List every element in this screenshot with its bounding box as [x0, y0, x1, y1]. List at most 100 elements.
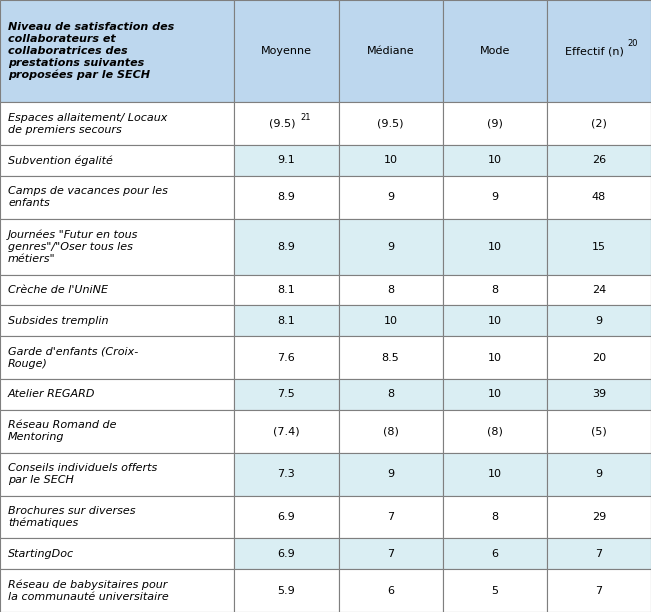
Bar [234, 102, 339, 145]
Text: 6: 6 [492, 549, 498, 559]
Bar [547, 409, 651, 453]
Bar [339, 102, 443, 145]
Text: 20: 20 [592, 353, 606, 362]
Text: 7.6: 7.6 [277, 353, 296, 362]
Bar [234, 539, 339, 569]
Text: 8.1: 8.1 [277, 285, 296, 295]
Text: 9: 9 [387, 242, 394, 252]
Bar [443, 176, 547, 218]
Bar [547, 145, 651, 176]
Text: 15: 15 [592, 242, 606, 252]
Bar [234, 569, 339, 612]
Bar [234, 145, 339, 176]
Bar [0, 496, 234, 539]
Bar [0, 409, 234, 453]
Text: 9: 9 [387, 192, 394, 202]
Bar [0, 275, 234, 305]
Bar [443, 218, 547, 275]
Bar [443, 453, 547, 496]
Bar [234, 0, 339, 102]
Bar [234, 336, 339, 379]
Text: 5: 5 [492, 586, 498, 595]
Bar [339, 539, 443, 569]
Bar [339, 379, 443, 409]
Text: 6: 6 [387, 586, 394, 595]
Text: Espaces allaitement/ Locaux
de premiers secours: Espaces allaitement/ Locaux de premiers … [8, 113, 167, 135]
Text: Réseau de babysitaires pour
la communauté universitaire: Réseau de babysitaires pour la communaut… [8, 580, 169, 602]
Text: Subsides tremplin: Subsides tremplin [8, 316, 109, 326]
Bar [234, 496, 339, 539]
Text: 39: 39 [592, 389, 606, 400]
Text: (8): (8) [383, 426, 398, 436]
Bar [0, 379, 234, 409]
Text: 7.3: 7.3 [277, 469, 296, 479]
Text: 8.5: 8.5 [381, 353, 400, 362]
Bar [0, 218, 234, 275]
Text: 8: 8 [492, 512, 498, 522]
Text: Moyenne: Moyenne [261, 46, 312, 56]
Bar [547, 0, 651, 102]
Bar [547, 218, 651, 275]
Text: 9: 9 [596, 469, 602, 479]
Bar [339, 145, 443, 176]
Text: (7.4): (7.4) [273, 426, 299, 436]
Text: 48: 48 [592, 192, 606, 202]
Text: 7: 7 [596, 586, 602, 595]
Bar [339, 0, 443, 102]
Text: (9.5): (9.5) [378, 119, 404, 129]
Bar [547, 453, 651, 496]
Bar [0, 453, 234, 496]
Text: 9.1: 9.1 [277, 155, 296, 165]
Bar [234, 453, 339, 496]
Bar [234, 305, 339, 336]
Bar [0, 0, 234, 102]
Bar [547, 569, 651, 612]
Bar [547, 176, 651, 218]
Text: 8.9: 8.9 [277, 192, 296, 202]
Text: (9): (9) [487, 119, 503, 129]
Bar [547, 305, 651, 336]
Text: 10: 10 [383, 155, 398, 165]
Bar [0, 305, 234, 336]
Text: 7: 7 [387, 512, 394, 522]
Bar [234, 409, 339, 453]
Bar [339, 569, 443, 612]
Text: 21: 21 [300, 113, 311, 122]
Text: 10: 10 [488, 353, 502, 362]
Text: Camps de vacances pour les
enfants: Camps de vacances pour les enfants [8, 186, 168, 208]
Bar [443, 0, 547, 102]
Bar [0, 336, 234, 379]
Text: Médiane: Médiane [367, 46, 415, 56]
Bar [234, 176, 339, 218]
Bar [339, 496, 443, 539]
Text: 9: 9 [596, 316, 602, 326]
Bar [443, 275, 547, 305]
Text: Crèche de l'UniNE: Crèche de l'UniNE [8, 285, 108, 295]
Text: Atelier REGARD: Atelier REGARD [8, 389, 96, 400]
Text: 29: 29 [592, 512, 606, 522]
Bar [443, 145, 547, 176]
Text: Conseils individuels offerts
par le SECH: Conseils individuels offerts par le SECH [8, 463, 158, 485]
Text: 7: 7 [387, 549, 394, 559]
Text: 20: 20 [628, 39, 638, 48]
Text: 8.1: 8.1 [277, 316, 296, 326]
Bar [0, 145, 234, 176]
Text: 8.9: 8.9 [277, 242, 296, 252]
Text: Niveau de satisfaction des
collaborateurs et
collaboratrices des
prestations sui: Niveau de satisfaction des collaborateur… [8, 22, 174, 80]
Bar [339, 409, 443, 453]
Text: 6.9: 6.9 [277, 512, 296, 522]
Bar [234, 275, 339, 305]
Bar [339, 305, 443, 336]
Bar [339, 453, 443, 496]
Bar [443, 305, 547, 336]
Bar [547, 275, 651, 305]
Bar [339, 218, 443, 275]
Text: 10: 10 [488, 316, 502, 326]
Text: (8): (8) [487, 426, 503, 436]
Bar [443, 379, 547, 409]
Text: StartingDoc: StartingDoc [8, 549, 74, 559]
Bar [339, 275, 443, 305]
Text: 10: 10 [488, 389, 502, 400]
Text: Effectif (n): Effectif (n) [566, 46, 624, 56]
Text: 8: 8 [387, 389, 394, 400]
